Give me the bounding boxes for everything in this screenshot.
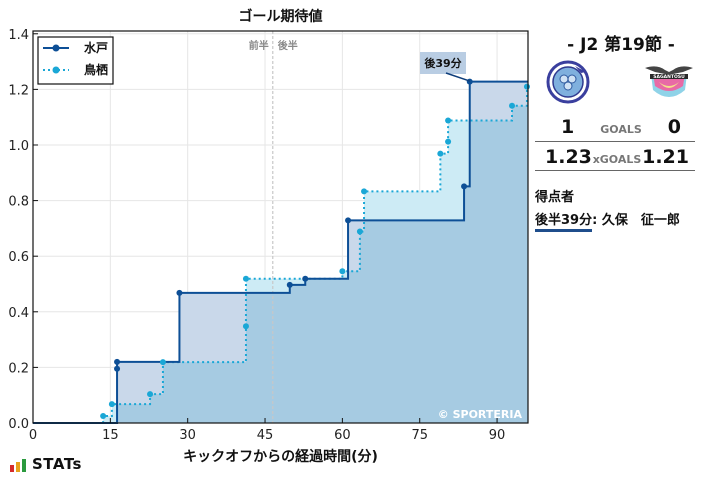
area-fills xyxy=(33,81,528,424)
y-tick-label: 0.8 xyxy=(8,195,29,210)
tosu-marker xyxy=(445,117,452,124)
plot-frame xyxy=(32,30,529,424)
y-tick-label: 1.0 xyxy=(8,139,29,154)
scorer-time: 後半39分 xyxy=(535,213,593,232)
scorer-item: 後半39分: 久保 征一郎 xyxy=(535,209,680,232)
legend-label: 水戸 xyxy=(84,40,108,55)
x-tick-label: 30 xyxy=(179,428,196,443)
legend-label: 鳥栖 xyxy=(84,62,108,77)
logo-bar-red xyxy=(10,465,14,472)
annotation-text: 後39分 xyxy=(424,56,461,70)
tosu-marker xyxy=(339,268,346,275)
legend-marker xyxy=(52,44,60,52)
stats-logo: STATs xyxy=(10,457,82,472)
mito-marker xyxy=(461,183,468,190)
legend-marker xyxy=(52,66,60,74)
axes: 0 15 30 45 60 75 90 0.0 0.2 0.4 0.6 0.8 1.0 1.2 1.4 xyxy=(8,28,529,443)
home-goals: 1 xyxy=(561,116,575,138)
goal-annotation: 後39分 xyxy=(420,52,470,82)
x-tick-label: 15 xyxy=(102,428,119,443)
tosu-line xyxy=(33,85,528,424)
x-tick-label: 75 xyxy=(411,428,428,443)
annotation-box xyxy=(420,52,466,74)
tosu-marker xyxy=(242,275,249,282)
mito-marker xyxy=(345,217,352,224)
overlap-area xyxy=(33,86,528,423)
y-tick-label: 0.2 xyxy=(8,361,29,376)
mito-marker xyxy=(114,358,121,365)
home-xg: 1.23 xyxy=(545,146,592,168)
tosu-marker xyxy=(445,138,452,145)
scorer-separator: : xyxy=(592,213,598,228)
goals-row: 1 GOALS 0 xyxy=(535,116,695,142)
tosu-marker xyxy=(437,150,444,157)
round-title: - J2 第19節 - xyxy=(567,35,675,55)
tosu-marker xyxy=(100,413,107,420)
scorers-title: 得点者 xyxy=(535,190,575,205)
x-tick-label: 60 xyxy=(334,428,351,443)
mito-marker xyxy=(114,365,121,372)
tosu-marker xyxy=(108,401,115,408)
y-tick-label: 1.2 xyxy=(8,83,29,98)
y-tick-label: 0.0 xyxy=(8,417,29,432)
y-tick-label: 0.4 xyxy=(8,306,29,321)
annotation-pointer xyxy=(445,72,470,82)
tosu-crest-icon: SAGANTOSU xyxy=(645,66,693,97)
mito-crest-icon xyxy=(546,60,590,104)
logo-bar-orange xyxy=(16,462,20,472)
tosu-marker xyxy=(242,323,249,330)
tosu-marker xyxy=(147,391,154,398)
svg-text:SAGANTOSU: SAGANTOSU xyxy=(653,74,685,80)
xgoals-row: 1.23 xGOALS 1.21 xyxy=(535,146,695,171)
xgoals-label: xGOALS xyxy=(592,153,642,166)
stats-logo-text: STATs xyxy=(32,455,82,473)
series-lines xyxy=(33,78,530,424)
watermark: © SPORTERIA xyxy=(438,408,523,421)
x-tick-label: 45 xyxy=(257,428,274,443)
away-xg: 1.21 xyxy=(642,146,689,168)
y-tick-label: 1.4 xyxy=(8,28,29,43)
mito-marker xyxy=(286,281,293,288)
tosu-marker xyxy=(361,188,368,195)
away-goals: 0 xyxy=(667,116,681,138)
goals-label: GOALS xyxy=(600,123,642,136)
chart-title: ゴール期待値 xyxy=(238,9,323,25)
mito-marker xyxy=(302,275,309,282)
tosu-marker xyxy=(356,228,363,235)
mito-marker xyxy=(176,289,183,296)
second-half-label: 後半 xyxy=(278,39,298,52)
scorer-name: 久保 征一郎 xyxy=(601,213,680,228)
tosu-marker xyxy=(509,102,516,109)
halftime-divider: 前半 後半 xyxy=(249,31,298,423)
first-half-label: 前半 xyxy=(249,39,269,52)
logo-bar-green xyxy=(22,459,26,472)
mito-marker xyxy=(466,78,473,85)
x-tick-label: 0 xyxy=(29,428,37,443)
tosu-marker xyxy=(523,83,530,90)
legend-box xyxy=(37,36,114,85)
tosu-marker xyxy=(159,359,166,366)
x-tick-label: 90 xyxy=(489,428,506,443)
x-axis-label: キックオフからの経過時間(分) xyxy=(183,449,378,465)
y-tick-label: 0.6 xyxy=(8,250,29,265)
